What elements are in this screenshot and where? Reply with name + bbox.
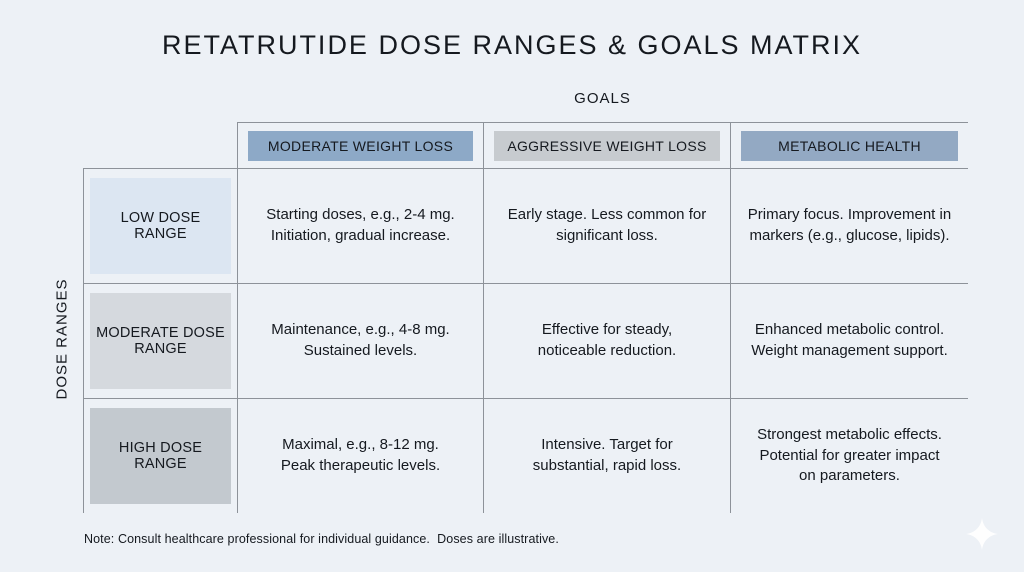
columns-axis-label: GOALS: [574, 90, 631, 107]
column-header-box: AGGRESSIVE WEIGHT LOSS: [494, 130, 720, 161]
row-header-box: HIGH DOSE RANGE: [90, 408, 231, 504]
page-title: RETATRUTIDE DOSE RANGES & GOALS MATRIX: [161, 30, 863, 60]
matrix-cell-high-aggressive: Intensive. Target for substantial, rapid…: [483, 398, 730, 513]
dose-goals-matrix: MODERATE WEIGHT LOSS AGGRESSIVE WEIGHT L…: [83, 122, 968, 513]
row-header-low-dose-range: LOW DOSE RANGE: [83, 168, 237, 283]
sparkle-icon: [966, 518, 998, 550]
matrix-cell-moderate-metabolic: Enhanced metabolic control. Weight manag…: [730, 283, 968, 398]
matrix-cell-high-metabolic: Strongest metabolic effects. Potential f…: [730, 398, 968, 513]
matrix-corner-cell: [83, 122, 237, 168]
matrix-cell-moderate-aggressive: Effective for steady, noticeable reducti…: [483, 283, 730, 398]
column-header-aggressive-weight-loss: AGGRESSIVE WEIGHT LOSS: [483, 122, 730, 168]
matrix-cell-high-moderate: Maximal, e.g., 8-12 mg. Peak therapeutic…: [237, 398, 483, 513]
rows-axis-label: DOSE RANGES: [53, 278, 71, 400]
footnote: Note: Consult healthcare professional fo…: [84, 532, 559, 546]
column-header-moderate-weight-loss: MODERATE WEIGHT LOSS: [237, 122, 483, 168]
matrix-cell-low-aggressive: Early stage. Less common for significant…: [483, 168, 730, 283]
column-header-box: MODERATE WEIGHT LOSS: [248, 130, 473, 161]
matrix-cell-low-moderate: Starting doses, e.g., 2-4 mg. Initiation…: [237, 168, 483, 283]
row-header-box: LOW DOSE RANGE: [90, 178, 231, 274]
matrix-cell-moderate-moderate: Maintenance, e.g., 4-8 mg. Sustained lev…: [237, 283, 483, 398]
row-header-moderate-dose-range: MODERATE DOSE RANGE: [83, 283, 237, 398]
column-header-metabolic-health: METABOLIC HEALTH: [730, 122, 968, 168]
column-header-box: METABOLIC HEALTH: [741, 130, 958, 161]
row-header-box: MODERATE DOSE RANGE: [90, 293, 231, 389]
row-header-high-dose-range: HIGH DOSE RANGE: [83, 398, 237, 513]
matrix-cell-low-metabolic: Primary focus. Improvement in markers (e…: [730, 168, 968, 283]
